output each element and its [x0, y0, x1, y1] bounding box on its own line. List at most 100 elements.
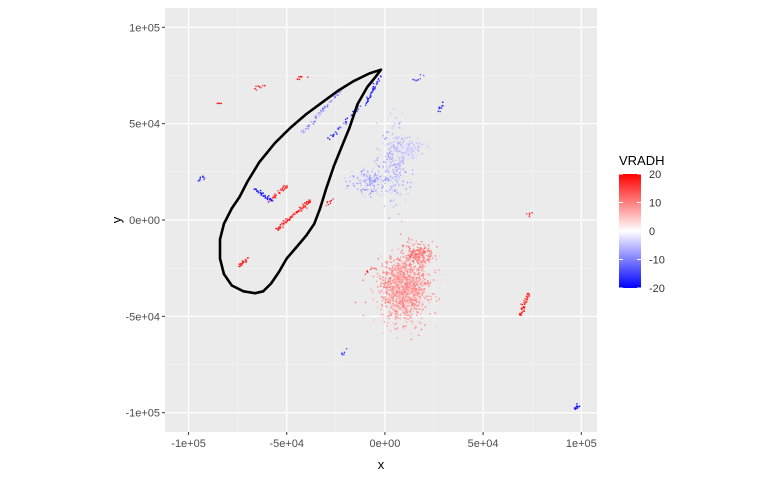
data-point [392, 281, 394, 283]
data-point [406, 148, 408, 150]
data-point [334, 131, 337, 133]
data-point [412, 252, 414, 254]
data-point [393, 108, 395, 110]
data-point [401, 297, 403, 299]
data-point [292, 214, 294, 216]
data-point [402, 157, 404, 160]
data-point [405, 318, 407, 320]
data-point [358, 179, 361, 182]
data-point [382, 288, 384, 290]
data-point [367, 173, 370, 175]
y-tick-label: -5e+04 [125, 311, 160, 323]
data-point [404, 328, 406, 330]
data-point [528, 213, 531, 216]
data-point [395, 277, 397, 279]
data-point [416, 288, 418, 290]
data-point [349, 190, 351, 192]
data-point [371, 170, 373, 173]
data-point [356, 108, 359, 110]
data-point [409, 305, 411, 307]
data-point [344, 177, 346, 180]
data-point [402, 279, 405, 281]
data-point [267, 201, 270, 203]
data-point [421, 153, 424, 155]
data-point [419, 259, 421, 262]
data-point [416, 249, 418, 251]
data-point [405, 293, 407, 295]
data-point [385, 266, 387, 268]
data-point [419, 288, 421, 291]
data-point [431, 257, 434, 260]
data-point [526, 213, 528, 215]
data-point [407, 251, 410, 253]
data-point [411, 154, 414, 156]
data-point [381, 305, 383, 307]
data-point [367, 271, 369, 273]
data-point [356, 177, 359, 180]
data-point [390, 295, 393, 298]
data-point [240, 264, 242, 266]
data-point [406, 277, 408, 280]
data-point [392, 303, 394, 305]
data-point [434, 296, 437, 298]
data-point [402, 150, 404, 152]
data-point [389, 175, 392, 178]
data-point [384, 287, 387, 289]
data-point [361, 193, 364, 195]
data-point [397, 175, 399, 177]
data-point [416, 283, 418, 285]
data-point [408, 301, 411, 304]
data-point [391, 171, 394, 173]
data-point [521, 311, 524, 314]
data-point [369, 184, 371, 187]
data-point [403, 273, 405, 275]
data-point [392, 300, 394, 302]
data-point [381, 278, 384, 280]
data-point [334, 94, 337, 96]
data-point [406, 271, 409, 273]
data-point [427, 282, 429, 284]
data-point [258, 86, 261, 88]
data-point [388, 268, 391, 270]
data-point [408, 152, 410, 154]
data-point [376, 306, 379, 309]
data-point [353, 179, 356, 181]
data-point [416, 154, 418, 157]
data-point [371, 184, 374, 186]
data-point [307, 128, 309, 130]
data-point [399, 297, 402, 299]
data-point [384, 279, 386, 282]
data-point [262, 84, 264, 87]
data-point [383, 297, 385, 300]
data-point [405, 266, 407, 268]
data-point [382, 269, 385, 272]
data-point [399, 167, 401, 170]
data-point [282, 220, 285, 222]
data-point [373, 319, 375, 321]
data-point [414, 308, 416, 310]
data-point [392, 289, 394, 291]
data-point [390, 330, 392, 333]
legend-tick-label: -20 [649, 283, 665, 295]
data-point [411, 289, 413, 292]
data-point [392, 285, 394, 288]
data-point [384, 170, 387, 172]
data-point [245, 259, 248, 262]
data-point [422, 274, 425, 277]
data-point [394, 281, 396, 284]
data-point [384, 182, 386, 185]
data-point [372, 184, 374, 186]
data-point [278, 227, 281, 229]
data-point [428, 295, 431, 297]
data-point [397, 151, 399, 154]
data-point [279, 192, 281, 195]
data-point [427, 295, 430, 297]
data-point [409, 248, 411, 251]
data-point [578, 405, 581, 407]
data-point [395, 304, 397, 307]
data-point [419, 283, 421, 285]
data-point [403, 263, 405, 265]
data-point [332, 198, 334, 200]
data-point [268, 198, 271, 200]
data-point [405, 288, 408, 291]
